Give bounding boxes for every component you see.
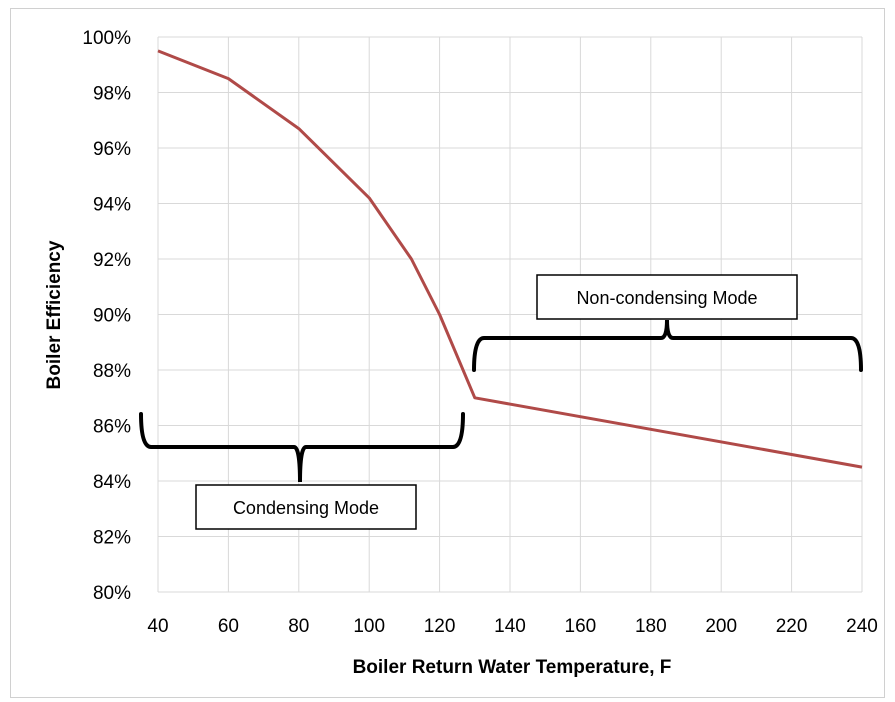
y-tick-label: 84% [93, 472, 131, 493]
y-tick-label: 86% [93, 417, 131, 438]
y-axis-title: Boiler Efficiency [44, 240, 65, 389]
x-tick-label: 180 [635, 616, 667, 637]
non-condensing-mode-box [536, 274, 798, 320]
x-tick-label: 60 [218, 616, 239, 637]
x-tick-labels: 40 60 80 100 120 140 160 180 200 220 240 [147, 616, 877, 637]
non-condensing-mode-brace [472, 319, 863, 372]
y-tick-label: 92% [93, 250, 131, 271]
x-tick-label: 200 [705, 616, 737, 637]
gridlines [157, 36, 863, 593]
chart-frame [10, 8, 885, 698]
condensing-mode-brace [139, 412, 465, 483]
series-layer [157, 49, 863, 469]
x-tick-label: 160 [565, 616, 597, 637]
efficiency-series-line [157, 49, 863, 469]
y-tick-label: 94% [93, 195, 131, 216]
y-tick-label: 82% [93, 528, 131, 549]
y-tick-label: 100% [82, 28, 131, 49]
non-condensing-mode-label: Non-condensing Mode [576, 288, 757, 308]
x-tick-label: 220 [776, 616, 808, 637]
x-tick-label: 100 [353, 616, 385, 637]
condensing-mode-label: Condensing Mode [233, 498, 379, 518]
x-tick-label: 240 [846, 616, 878, 637]
x-axis-title: Boiler Return Water Temperature, F [353, 657, 672, 678]
x-tick-label: 140 [494, 616, 526, 637]
y-tick-labels: 80% 82% 84% 86% 88% 90% 92% 94% 96% 98% 100% [82, 28, 131, 604]
y-tick-label: 98% [93, 84, 131, 105]
x-tick-label: 80 [288, 616, 309, 637]
y-tick-label: 90% [93, 306, 131, 327]
x-tick-label: 120 [424, 616, 456, 637]
y-tick-label: 80% [93, 583, 131, 604]
y-tick-label: 88% [93, 361, 131, 382]
annotations-layer: Condensing Mode Non-condensing Mode [139, 274, 863, 530]
x-tick-label: 40 [147, 616, 168, 637]
y-tick-label: 96% [93, 139, 131, 160]
condensing-mode-box [195, 484, 417, 530]
